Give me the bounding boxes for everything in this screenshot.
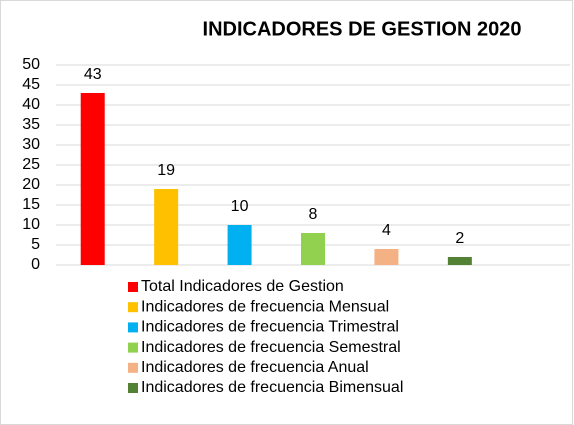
bar xyxy=(154,189,179,265)
data-label: 8 xyxy=(309,206,318,223)
y-tick-label: 5 xyxy=(31,236,40,253)
legend-label: Indicadores de frecuencia Mensual xyxy=(141,298,389,315)
y-tick-label: 30 xyxy=(22,136,40,153)
data-label: 2 xyxy=(455,230,464,247)
bar xyxy=(447,257,472,265)
y-tick-label: 45 xyxy=(22,76,40,93)
y-tick-label: 20 xyxy=(22,176,40,193)
legend-swatch xyxy=(128,383,138,393)
legend-label: Indicadores de frecuencia Semestral xyxy=(141,339,401,356)
bar xyxy=(374,249,399,265)
data-label: 19 xyxy=(157,162,175,179)
legend-swatch xyxy=(128,302,138,313)
legend-label: Indicadores de frecuencia Trimestral xyxy=(141,319,399,336)
chart-title: INDICADORES DE GESTION 2020 xyxy=(203,18,522,40)
y-tick-label: 15 xyxy=(22,196,40,213)
bar xyxy=(227,225,252,265)
legend-swatch xyxy=(128,322,138,333)
y-tick-label: 10 xyxy=(22,216,40,233)
bar xyxy=(301,233,325,265)
bar xyxy=(80,93,105,265)
y-tick-label: 25 xyxy=(22,156,40,173)
y-tick-label: 0 xyxy=(31,256,40,273)
legend-swatch xyxy=(128,362,138,373)
y-tick-label: 50 xyxy=(22,56,40,73)
data-label: 4 xyxy=(382,222,391,239)
legend-label: Total Indicadores de Gestion xyxy=(141,278,344,295)
legend-label: Indicadores de frecuencia Anual xyxy=(141,359,369,376)
legend-label: Indicadores de frecuencia Bimensual xyxy=(141,379,403,396)
data-label: 10 xyxy=(231,198,249,215)
y-tick-label: 35 xyxy=(22,116,40,133)
legend-swatch xyxy=(128,342,138,353)
legend-swatch xyxy=(128,282,138,292)
data-label: 43 xyxy=(84,66,102,83)
y-tick-label: 40 xyxy=(22,96,40,113)
